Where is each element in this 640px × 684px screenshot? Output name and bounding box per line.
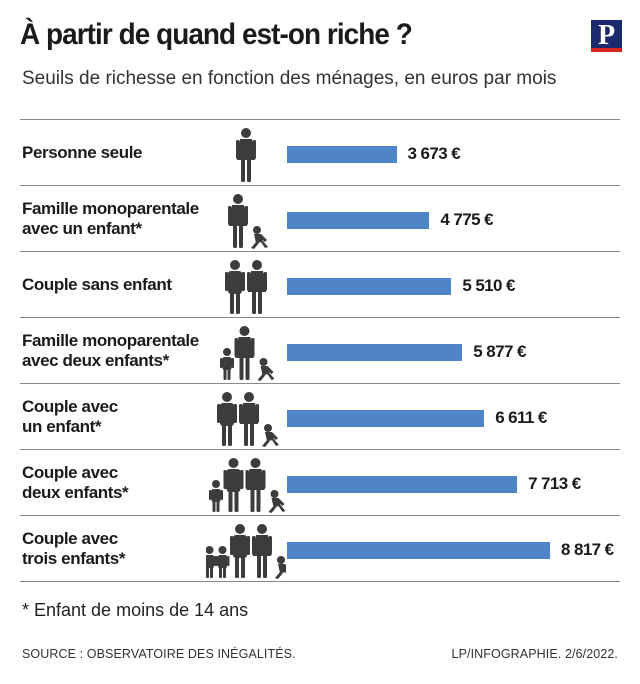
bar <box>287 212 430 229</box>
household-icon <box>236 128 256 182</box>
chart-row: Famille monoparentale avec deux enfants*… <box>0 318 640 384</box>
bar <box>287 146 397 163</box>
bar <box>287 278 452 295</box>
adult-figure-icon <box>230 524 250 578</box>
separator-line <box>20 383 620 384</box>
household-icon <box>225 260 267 314</box>
le-parisien-logo: P <box>591 20 622 52</box>
chart-row: Personne seule 3 673 € <box>0 120 640 186</box>
category-label: Famille monoparentale avec deux enfants* <box>22 331 199 370</box>
adult-figure-icon <box>223 458 244 512</box>
adult-figure-icon <box>245 458 266 512</box>
value-label: 4 775 € <box>440 210 493 229</box>
infant-figure-icon <box>268 490 286 513</box>
child-figure-icon <box>206 546 217 578</box>
adult-figure-icon <box>225 260 245 314</box>
chart-row: Couple avec un enfant* 6 611 € <box>0 384 640 450</box>
separator-line <box>20 449 620 450</box>
source-text: SOURCE : OBSERVATOIRE DES INÉGALITÉS. <box>22 647 296 661</box>
value-label: 6 611 € <box>495 408 547 427</box>
bar <box>287 410 485 427</box>
value-label: 3 673 € <box>407 144 461 163</box>
adult-figure-icon <box>236 128 256 182</box>
separator-line <box>20 119 620 120</box>
adult-figure-icon <box>217 392 237 446</box>
chart-row: Famille monoparentale avec un enfant* 4 7… <box>0 186 640 252</box>
separator-line <box>20 581 620 582</box>
bar <box>287 542 550 559</box>
chart-row: Couple sans enfant 5 510 € <box>0 252 640 318</box>
adult-figure-icon <box>228 194 248 248</box>
household-icon <box>206 524 286 579</box>
value-label: 8 817 € <box>561 540 614 559</box>
footnote: * Enfant de moins de 14 ans <box>22 600 249 620</box>
value-label: 5 510 € <box>462 276 515 295</box>
chart-row: Couple avec deux enfants* 7 713 € <box>0 450 640 516</box>
category-label: Couple avec un enfant* <box>22 397 118 436</box>
separator-line <box>20 317 620 318</box>
bar <box>287 476 518 493</box>
credit-text: LP/INFOGRAPHIE. 2/6/2022. <box>451 647 618 661</box>
infant-figure-icon <box>262 424 279 447</box>
separator-line <box>20 251 620 252</box>
household-icon <box>220 326 275 381</box>
chart-row: Couple avec trois enfants* 8 817 € <box>0 516 640 582</box>
infant-figure-icon <box>251 226 268 249</box>
adult-figure-icon <box>252 524 272 578</box>
chart-subtitle: Seuils de richesse en fonction des ménag… <box>22 68 557 89</box>
separator-line <box>20 515 620 516</box>
household-icon <box>228 194 268 249</box>
bar <box>287 344 463 361</box>
chart-title: À partir de quand est-on riche ? <box>20 18 413 51</box>
category-label: Famille monoparentale avec un enfant* <box>22 199 199 238</box>
child-figure-icon <box>220 348 234 380</box>
child-figure-icon <box>209 480 223 512</box>
adult-figure-icon <box>247 260 267 314</box>
value-label: 5 877 € <box>473 342 526 361</box>
infant-figure-icon <box>257 358 275 381</box>
adult-figure-icon <box>239 392 259 446</box>
child-figure-icon <box>215 546 230 578</box>
household-icon <box>209 458 286 513</box>
separator-line <box>20 185 620 186</box>
value-label: 7 713 € <box>528 474 581 493</box>
category-label: Personne seule <box>22 143 143 162</box>
household-icon <box>217 392 279 447</box>
category-label: Couple avec trois enfants* <box>22 529 126 568</box>
adult-figure-icon <box>234 326 255 380</box>
category-label: Couple sans enfant <box>22 275 172 294</box>
category-label: Couple avec deux enfants* <box>22 463 129 502</box>
infant-figure-icon <box>275 556 286 579</box>
